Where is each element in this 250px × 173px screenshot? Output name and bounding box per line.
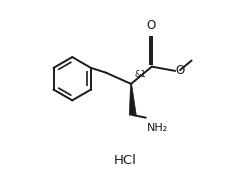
Text: O: O [176, 64, 185, 77]
Text: NH₂: NH₂ [146, 123, 168, 133]
Text: O: O [146, 19, 156, 32]
Polygon shape [129, 84, 136, 115]
Text: &1: &1 [134, 70, 146, 79]
Text: HCl: HCl [114, 153, 136, 167]
